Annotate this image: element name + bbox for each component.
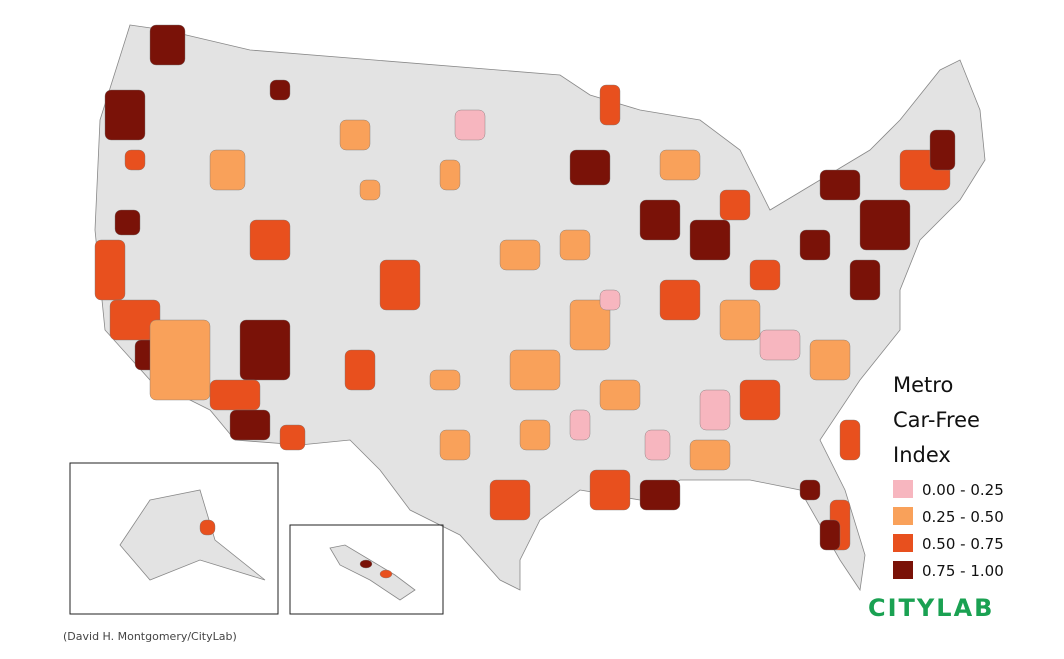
metro-area: [439, 429, 471, 461]
metro-area: [819, 169, 861, 201]
metro-area: [104, 89, 146, 141]
metro-area: [344, 349, 376, 391]
legend: Metro Car-Free Index 0.00 - 0.25 0.25 - 0.50…: [893, 373, 1004, 580]
legend-swatch: [893, 507, 913, 525]
metro-area: [439, 159, 461, 191]
metro-area: [639, 479, 681, 511]
legend-title: Index: [893, 443, 951, 467]
legend-label: 0.50 - 0.75: [922, 535, 1004, 553]
metro-area: [839, 419, 861, 461]
metro-area: [379, 259, 421, 311]
metro-area: [454, 109, 486, 141]
us-outline: [94, 24, 986, 592]
metro-area: [149, 24, 186, 66]
metro-areas: [94, 24, 956, 579]
metro-area: [799, 229, 831, 261]
metro-area: [359, 179, 381, 201]
metro-area: [819, 519, 841, 551]
legend-label: 0.75 - 1.00: [922, 562, 1004, 580]
metro-area: [339, 119, 371, 151]
metro-area: [489, 479, 531, 521]
metro-area: [759, 329, 801, 361]
metro-area: [249, 219, 291, 261]
metro-area: [599, 379, 641, 411]
metro-area: [659, 149, 701, 181]
metro-area: [719, 189, 751, 221]
metro-area: [859, 199, 911, 251]
metro-area: [199, 519, 216, 536]
metro-area: [569, 299, 611, 351]
metro-area: [149, 319, 211, 401]
metro-area: [239, 319, 291, 381]
metro-area: [849, 259, 881, 301]
legend-swatch: [893, 480, 913, 498]
credit: (David H. Montgomery/CityLab): [63, 630, 237, 643]
metro-area: [659, 279, 701, 321]
hawaii-inset: [289, 524, 444, 615]
metro-area: [809, 339, 851, 381]
metro-area: [599, 84, 621, 126]
metro-area: [589, 469, 631, 511]
metro-area: [499, 239, 541, 271]
alaska: [119, 489, 266, 581]
metro-area: [689, 219, 731, 261]
metro-area: [429, 369, 461, 391]
metro-area: [229, 409, 271, 441]
legend-title: Metro: [893, 373, 953, 397]
metro-area: [114, 209, 141, 236]
metro-area: [279, 424, 306, 451]
metro-area: [599, 289, 621, 311]
metro-area: [569, 409, 591, 441]
metro-area: [519, 419, 551, 451]
metro-area: [749, 259, 781, 291]
metro-area: [639, 199, 681, 241]
metro-area: [124, 149, 146, 171]
metro-area: [209, 149, 246, 191]
metro-area: [94, 239, 126, 301]
metro-area: [699, 389, 731, 431]
legend-label: 0.00 - 0.25: [922, 481, 1004, 499]
metro-area: [739, 379, 781, 421]
metro-area: [559, 229, 591, 261]
metro-area: [379, 569, 393, 579]
alaska-inset: [69, 462, 279, 615]
metro-area: [569, 149, 611, 186]
metro-area: [209, 379, 261, 411]
legend-swatch: [893, 534, 913, 552]
legend-title: Car-Free: [893, 408, 980, 432]
hawaii: [329, 544, 416, 601]
metro-area: [689, 439, 731, 471]
legend-label: 0.25 - 0.50: [922, 508, 1004, 526]
metro-area: [719, 299, 761, 341]
metro-area: [509, 349, 561, 391]
metro-area: [929, 129, 956, 171]
metro-area: [799, 479, 821, 501]
metro-area: [644, 429, 671, 461]
logo: CITYLAB: [868, 594, 994, 622]
metro-area: [359, 559, 373, 569]
metro-area: [269, 79, 291, 101]
legend-swatch: [893, 561, 913, 579]
